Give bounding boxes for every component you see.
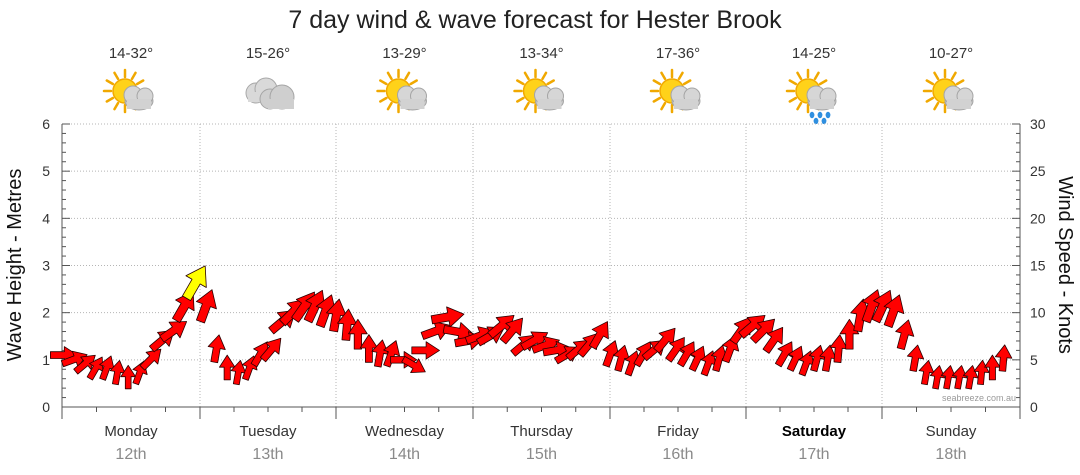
temperature-range: 14-32° [109, 45, 153, 62]
chart-axes: 0 1 2 3 4 5 6 0 5 10 15 20 25 30 [42, 116, 1046, 419]
cloudy-icon [245, 77, 295, 110]
wind-arrow [929, 365, 946, 390]
day-date-label: 13th [252, 446, 283, 463]
wind-arrow [401, 355, 426, 374]
wind-arrow [159, 321, 188, 343]
day-date-label: 14th [389, 446, 420, 463]
y-left-tick-label: 5 [42, 163, 50, 179]
wind-arrow [677, 341, 696, 368]
wind-arrow [182, 265, 207, 302]
temperature-range: 14-25° [792, 45, 836, 62]
partly-cloudy-icon [922, 68, 974, 114]
credit-text: seabreeze.com.au [942, 393, 1016, 403]
temperature-range: 17-36° [656, 45, 700, 62]
day-name-label: Friday [657, 423, 699, 440]
wind-arrow [195, 289, 217, 324]
wind-arrow [411, 341, 440, 360]
day-name-label: Saturday [782, 423, 847, 440]
day-labels: Monday 12th Tuesday 13th Wednesday 14th Thursd… [104, 423, 977, 463]
wind-arrow [883, 294, 905, 328]
day-name-label: Thursday [510, 423, 573, 440]
y-left-tick-label: 1 [42, 352, 50, 368]
day-name-label: Sunday [926, 423, 977, 440]
day-name-label: Monday [104, 423, 158, 440]
y-left-tick-label: 2 [42, 305, 50, 321]
y-left-tick-label: 6 [42, 116, 50, 132]
temperature-range: 15-26° [246, 45, 290, 62]
day-date-label: 16th [662, 446, 693, 463]
wind-arrow [940, 365, 957, 390]
wind-arrow [259, 337, 282, 363]
y-right-tick-label: 20 [1030, 210, 1046, 226]
y-left-tick-label: 4 [42, 210, 50, 226]
partly-cloudy-icon [376, 68, 427, 114]
temperature-range: 10-27° [929, 45, 973, 62]
day-name-label: Wednesday [365, 423, 444, 440]
wind-arrow [499, 317, 523, 345]
day-name-label: Tuesday [240, 423, 297, 440]
wind-arrow [207, 334, 226, 364]
day-date-label: 18th [935, 446, 966, 463]
y-right-tick-label: 0 [1030, 399, 1038, 415]
y-right-tick-label: 30 [1030, 116, 1046, 132]
wind-arrow [774, 341, 794, 368]
temperature-range: 13-34° [519, 45, 563, 62]
day-date-label: 15th [526, 446, 557, 463]
weather-row: 14-32° 15-26° 13-29° 13-34° 17-36° 14-25° 10-2… [102, 45, 974, 125]
temperature-range: 13-29° [382, 45, 426, 62]
y-left-tick-label: 0 [42, 399, 50, 415]
wind-arrow [895, 319, 915, 351]
y-right-tick-label: 5 [1030, 352, 1038, 368]
wind-arrow-series [49, 265, 1013, 390]
day-date-label: 17th [798, 446, 829, 463]
chart-title: 7 day wind & wave forecast for Hester Br… [288, 6, 782, 34]
partly-cloudy-icon [649, 68, 701, 114]
y-axis-right-title: Wind Speed - Knots [1054, 176, 1076, 354]
wind-arrow [139, 348, 162, 371]
partly-cloudy-icon [102, 68, 154, 114]
wind-arrow [73, 354, 96, 375]
y-left-tick-label: 3 [42, 258, 50, 274]
y-right-tick-label: 25 [1030, 163, 1046, 179]
wind-arrow [951, 365, 968, 390]
wind-arrow [762, 327, 784, 354]
wind-arrow [383, 340, 400, 368]
wind-arrow [588, 321, 609, 350]
wind-arrow [906, 344, 925, 372]
wind-arrow [994, 344, 1013, 372]
wind-arrow [430, 306, 465, 328]
y-right-tick-label: 10 [1030, 305, 1046, 321]
chart-grid [62, 123, 1020, 407]
y-axis-left-title: Wave Height - Metres [4, 169, 26, 362]
day-date-label: 12th [115, 446, 146, 463]
wind-arrow [348, 318, 368, 350]
showers-icon [785, 68, 837, 125]
partly-cloudy-icon [513, 68, 564, 114]
y-right-tick-label: 15 [1030, 258, 1046, 274]
